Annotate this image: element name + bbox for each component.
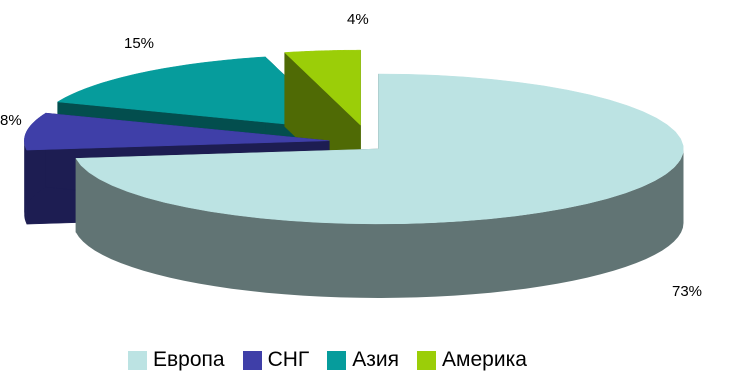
slice-europe[interactable]	[75, 73, 684, 225]
legend-item-cis[interactable]: СНГ	[242, 348, 310, 372]
legend-label-asia: Азия	[352, 348, 400, 371]
legend-swatch-cis	[242, 350, 262, 370]
slice-label-europe: 73%	[672, 283, 702, 300]
legend-swatch-europe	[128, 350, 147, 370]
slice-asia[interactable]	[56, 56, 342, 130]
pie-chart: 73% 8% 15% 4%	[0, 11, 702, 300]
legend-item-asia[interactable]: Азия	[327, 348, 399, 372]
legend-swatch-america	[417, 350, 437, 370]
legend-item-europe[interactable]: Европа	[128, 348, 225, 372]
legend: Европа СНГ Азия Америка	[128, 345, 728, 375]
legend-swatch-asia	[327, 350, 347, 370]
slice-labels: 73% 8% 15% 4%	[0, 11, 702, 300]
pie-slices	[24, 49, 684, 298]
slice-label-cis: 8%	[0, 112, 22, 129]
slice-america[interactable]	[284, 49, 361, 126]
legend-label-america: Америка	[442, 348, 527, 371]
slice-europe-side-0	[75, 149, 684, 298]
legend-label-europe: Европа	[153, 348, 225, 371]
legend-label-cis: СНГ	[267, 348, 310, 371]
slice-cis[interactable]	[24, 112, 330, 151]
slice-label-america: 4%	[347, 11, 369, 28]
slice-label-asia: 15%	[124, 35, 154, 52]
legend-item-america[interactable]: Америка	[417, 348, 527, 372]
